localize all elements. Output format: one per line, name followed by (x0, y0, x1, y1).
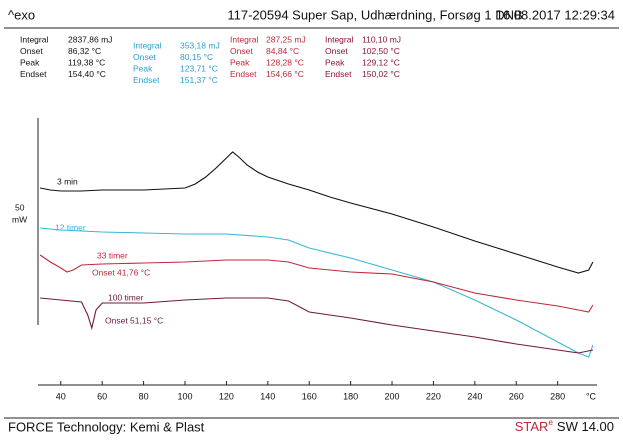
curve (40, 297, 594, 354)
x-unit: °C (586, 391, 597, 401)
curve-label: 100 timer (108, 292, 144, 302)
curve-label: 3 min (57, 176, 78, 186)
result-label: Integral (230, 34, 258, 44)
footer-right: STARe SW 14.00 (515, 418, 614, 434)
result-label: Integral (20, 34, 48, 44)
result-value: 129,12 °C (362, 57, 400, 67)
x-tick-label: 280 (550, 391, 565, 401)
x-tick-label: 260 (509, 391, 524, 401)
result-label: Peak (325, 57, 345, 67)
result-label: Integral (133, 40, 161, 50)
curve-label: 12 timer (55, 222, 86, 232)
result-value: 110,10 mJ (362, 34, 401, 44)
curve (40, 227, 594, 358)
result-value: 86,32 °C (68, 46, 101, 56)
result-value: 154,40 °C (68, 69, 106, 79)
result-value: 123,71 °C (180, 63, 218, 73)
result-label: Onset (20, 46, 43, 56)
x-tick-label: 40 (56, 391, 66, 401)
result-value: 353,18 mJ (180, 40, 220, 50)
result-value: 128,28 °C (266, 57, 304, 67)
curve (39, 254, 594, 313)
x-tick-label: 60 (97, 391, 107, 401)
y-scale-unit: mW (12, 214, 27, 224)
y-scale-value: 50 (15, 202, 25, 212)
title: 117-20594 Super Sap, Udhærdning, Forsøg … (227, 7, 522, 22)
result-label: Onset (133, 52, 156, 62)
result-value: 287,25 mJ (266, 34, 306, 44)
result-label: Peak (133, 63, 153, 73)
result-label: Peak (20, 57, 40, 67)
result-label: Integral (325, 34, 353, 44)
x-tick-label: 240 (467, 391, 482, 401)
x-tick-label: 100 (177, 391, 192, 401)
result-value: 80,15 °C (180, 52, 213, 62)
x-tick-label: 140 (260, 391, 275, 401)
result-label: Peak (230, 57, 250, 67)
x-tick-label: 180 (343, 391, 358, 401)
result-label: Endset (325, 69, 352, 79)
result-label: Endset (230, 69, 257, 79)
brand: STAR (515, 419, 549, 434)
result-label: Endset (133, 75, 160, 85)
result-value: 102,50 °C (362, 46, 400, 56)
onset-annotation: Onset 51,15 °C (105, 315, 163, 325)
version: SW 14.00 (557, 419, 614, 434)
x-tick-label: 200 (385, 391, 400, 401)
footer-left: FORCE Technology: Kemi & Plast (8, 419, 205, 434)
result-value: 151,37 °C (180, 75, 218, 85)
brand-mark: e (548, 418, 553, 427)
result-value: 119,38 °C (68, 57, 105, 67)
result-value: 84,84 °C (266, 46, 299, 56)
result-label: Onset (325, 46, 348, 56)
result-label: Endset (20, 69, 47, 79)
onset-annotation: Onset 41,76 °C (92, 267, 150, 277)
curve (39, 151, 594, 274)
x-tick-label: 160 (302, 391, 317, 401)
x-tick-label: 120 (219, 391, 234, 401)
result-label: Onset (230, 46, 253, 56)
x-tick-label: 80 (139, 391, 149, 401)
x-tick-label: 220 (426, 391, 441, 401)
result-value: 154,66 °C (266, 69, 304, 79)
timestamp: 16.08.2017 12:29:34 (496, 7, 615, 22)
result-value: 150,02 °C (362, 69, 400, 79)
result-value: 2837,86 mJ (68, 34, 112, 44)
exo-label: ^exo (8, 7, 35, 22)
curve-label: 33 timer (97, 250, 128, 260)
